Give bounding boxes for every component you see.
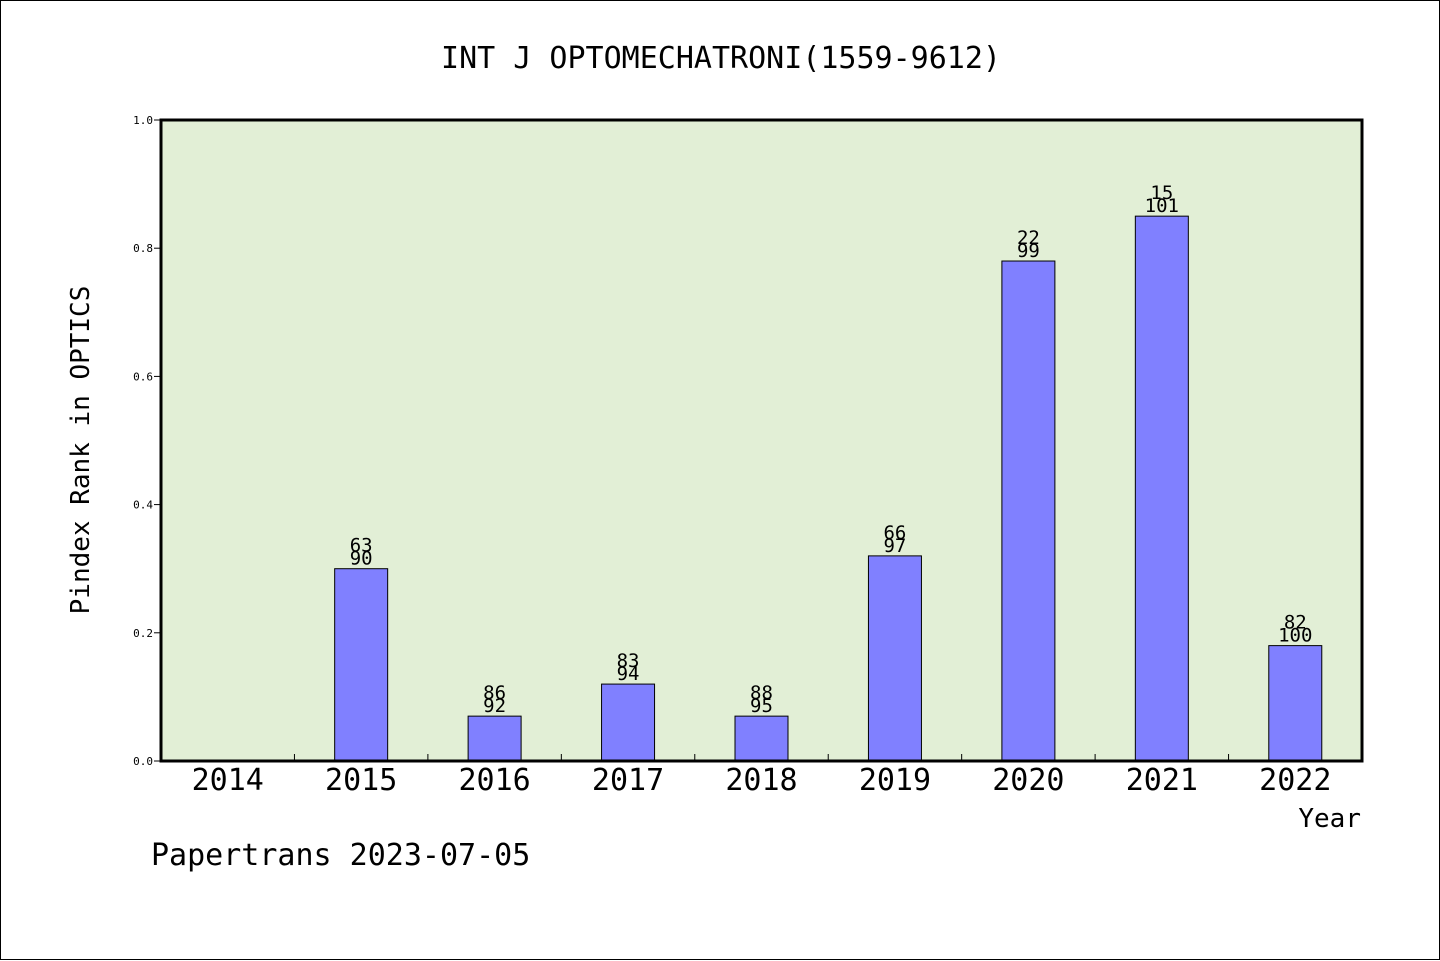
bar-2015 [334,568,389,762]
bar-2019 [867,555,922,762]
bar-total-label: 92 [483,695,506,717]
y-tick-label: 0.8 [133,242,153,255]
footer-credit: Papertrans 2023-07-05 [151,838,530,873]
bar-rank-label: 22 [1017,227,1040,249]
bar-total-label: 101 [1145,195,1179,217]
bar-total-label: 95 [750,695,773,717]
bar-total-label: 99 [1017,240,1040,262]
x-tick-label: 2019 [859,763,931,798]
bar-2022 [1268,645,1323,762]
x-tick-label: 2017 [592,763,664,798]
x-tick-label: 2016 [458,763,530,798]
bar-total-label: 100 [1278,625,1312,647]
bar-rank-label: 83 [617,650,640,672]
y-axis-label: Pindex Rank in OPTICS [66,286,96,615]
y-axis: 0.0 0.2 0.4 0.6 0.8 1.0 [133,114,161,768]
bar-2018 [734,715,789,762]
bar-rank-label: 88 [750,682,773,704]
bar-rank-label: 63 [350,535,373,557]
x-axis-label: Year [1298,804,1361,834]
bar-rank-label: 82 [1284,612,1307,634]
y-tick-label: 1.0 [133,114,153,127]
bar-rank-label: 15 [1150,182,1173,204]
bar-2017 [601,683,656,762]
y-tick-label: 0.6 [133,370,153,383]
x-tick-label: 2014 [192,763,264,798]
x-tick-label: 2022 [1259,763,1331,798]
x-tick-label: 2018 [725,763,797,798]
bar-2021 [1134,215,1189,762]
x-tick-label: 2015 [325,763,397,798]
bar-rank-label: 86 [483,682,506,704]
bar-2016 [467,715,522,762]
bar-total-label: 97 [883,535,906,557]
chart-title: INT J OPTOMECHATRONI(1559-9612) [441,41,1001,76]
y-tick-label: 0.4 [133,499,153,512]
bar-total-label: 94 [617,663,640,685]
x-tick-label: 2021 [1126,763,1198,798]
x-axis: 2014 2015 2016 2017 2018 2019 2020 2021 2022 [192,754,1331,798]
bar-2020 [1001,260,1056,762]
plot-border [159,118,1364,763]
y-tick-label: 0.2 [133,627,153,640]
x-tick-label: 2020 [992,763,1064,798]
bars-group [334,215,1323,762]
bar-total-label: 90 [350,548,373,570]
y-tick-label: 0.0 [133,755,153,768]
bar-rank-label: 66 [883,522,906,544]
